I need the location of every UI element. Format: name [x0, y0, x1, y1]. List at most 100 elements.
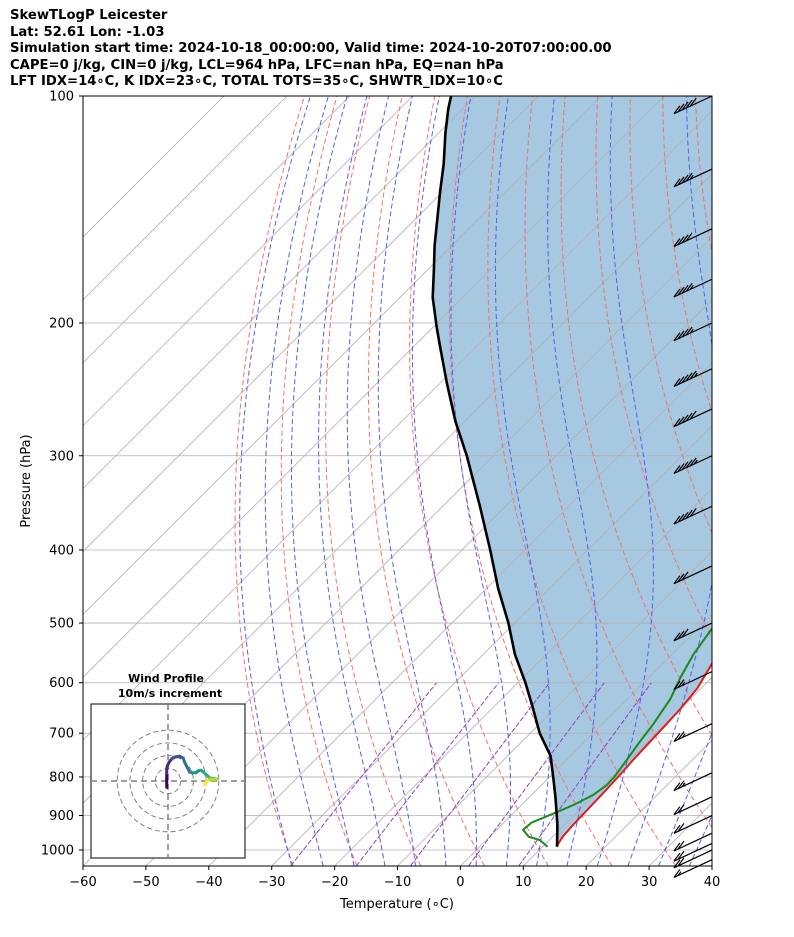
- mixing-ratio-line: [290, 682, 437, 866]
- wind-barb-half-flag: [681, 733, 686, 739]
- wind-barb: [673, 95, 713, 115]
- hodograph-segment: [203, 780, 208, 787]
- wind-barb-flag: [677, 236, 685, 245]
- x-tick-label: 20: [578, 875, 595, 890]
- wind-barb-shaft: [673, 796, 713, 816]
- y-tick-label: 500: [49, 617, 74, 632]
- wind-barb-shaft: [673, 849, 713, 869]
- wind-barb-shaft: [673, 368, 713, 388]
- wind-barb-flag: [673, 733, 681, 742]
- mixing-ratio-line: [518, 682, 652, 866]
- wind-barb-flag: [689, 508, 697, 517]
- wind-barb-flag: [681, 414, 689, 424]
- location-line: Lat: 52.61 Lon: -1.03: [10, 24, 165, 40]
- x-tick-label: −20: [321, 875, 348, 890]
- wind-barb-flag: [673, 378, 681, 387]
- wind-barb-flag: [685, 412, 693, 422]
- wind-barb-flag: [673, 288, 681, 298]
- x-tick-label: −10: [384, 875, 411, 890]
- wind-barb-flag: [677, 176, 685, 186]
- wind-barb-flag: [681, 101, 689, 111]
- wind-barb-flag: [685, 372, 693, 382]
- moist-adiabat: [264, 96, 329, 866]
- wind-barb-flag: [681, 628, 689, 638]
- wind-barb: [673, 723, 713, 743]
- isotherm-line: [145, 299, 712, 866]
- wind-barb-flag: [677, 823, 685, 832]
- moist-adiabat: [450, 96, 511, 866]
- wind-barb-flag: [673, 806, 681, 815]
- isotherm-line: [83, 96, 665, 678]
- wind-barb-flag: [673, 632, 681, 642]
- cape-line: CAPE=0 j/kg, CIN=0 j/kg, LCL=964 hPa, LF…: [10, 57, 504, 73]
- wind-barb-flag: [677, 513, 685, 523]
- cape-fill-layer: [432, 96, 712, 847]
- moist-adiabat: [290, 96, 355, 866]
- moist-adiabat: [346, 96, 416, 866]
- wind-barb-half-flag: [689, 328, 694, 334]
- isotherm-line: [83, 96, 476, 490]
- wind-barb: [673, 228, 713, 248]
- wind-barb: [673, 622, 713, 642]
- hodograph-title: Wind Profile: [128, 672, 204, 685]
- wind-barb-flag: [677, 679, 685, 688]
- hodograph-plot: [91, 704, 245, 858]
- wind-barb-flag: [677, 857, 685, 867]
- wind-barb-flag: [673, 332, 681, 342]
- wind-barb-flag: [677, 573, 685, 583]
- mixing-ratio-line: [468, 682, 605, 866]
- wind-barb-flag: [681, 374, 689, 384]
- wind-barb: [673, 859, 713, 878]
- time-line: Simulation start time: 2024-10-18_00:00:…: [10, 41, 612, 57]
- dry-adiabat: [325, 96, 422, 866]
- isotherm-line: [83, 96, 602, 615]
- wind-barb-flag: [673, 782, 681, 791]
- wind-barb-flag: [681, 511, 689, 521]
- isotherm-line: [208, 362, 712, 866]
- isotherm-line: [83, 96, 288, 301]
- dry-adiabat: [524, 96, 712, 829]
- wind-barb: [673, 322, 713, 342]
- wind-barb-flag: [681, 284, 689, 294]
- dry-adiabat: [409, 96, 549, 866]
- wind-barb-flag: [681, 174, 689, 184]
- moist-adiabat: [318, 96, 386, 866]
- wind-barb-half-flag: [681, 681, 686, 686]
- x-tick-label: −60: [69, 875, 96, 890]
- axis-ticks: −60 −50 −40 −30 −20 −10 0 10 20 30 40 100 200 300 400 5…: [41, 90, 720, 891]
- wind-barb-shaft: [673, 455, 713, 475]
- wind-barb-shaft: [673, 95, 713, 115]
- wind-barb-flag: [677, 850, 685, 860]
- wind-barb-flag: [673, 105, 681, 115]
- wind-barb: [673, 842, 713, 862]
- wind-barb-shaft: [673, 814, 713, 834]
- x-tick-label: −30: [258, 875, 285, 890]
- wind-barb-half-flag: [689, 285, 694, 290]
- moist-adiabat: [377, 96, 447, 866]
- index-line: LFT IDX=14∘C, K IDX=23∘C, TOTAL TOTS=35∘…: [10, 74, 503, 90]
- wind-barb-shaft: [673, 228, 713, 248]
- hodograph-ring: [116, 729, 220, 833]
- chart-header: SkewTLogP Leicester Lat: 52.61 Lon: -1.0…: [10, 8, 612, 91]
- wind-barb: [673, 505, 713, 525]
- y-tick-label: 800: [49, 770, 74, 785]
- x-tick-label: 10: [515, 875, 532, 890]
- wind-barb-flag: [677, 376, 685, 385]
- dry-adiabat: [448, 96, 613, 866]
- wind-barb-flag: [681, 461, 689, 471]
- y-tick-label: 200: [49, 316, 74, 331]
- wind-barb-flag: [689, 370, 697, 380]
- y-tick-label: 700: [49, 727, 74, 742]
- wind-barb-flag: [685, 99, 693, 109]
- moist-adiabat: [547, 96, 598, 866]
- y-tick-label: 300: [49, 449, 74, 464]
- wind-barb-flag: [673, 465, 681, 474]
- wind-barb-flag: [673, 852, 681, 862]
- wind-barb: [673, 168, 713, 188]
- hodograph-subtitle: 10m/s increment: [118, 687, 222, 700]
- y-tick-label: 100: [49, 90, 74, 105]
- wind-barb: [673, 671, 713, 690]
- wind-barb-flag: [677, 330, 685, 340]
- wind-barb-flag: [685, 509, 693, 519]
